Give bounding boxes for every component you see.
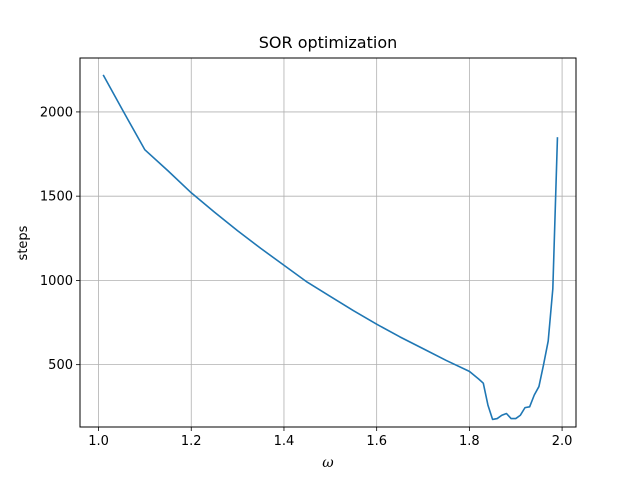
- x-tick-label: 1.2: [181, 434, 202, 449]
- y-tick-label: 1000: [40, 274, 73, 289]
- y-tick-label: 500: [48, 358, 73, 373]
- series-line: [102, 74, 559, 421]
- x-tick-label: 1.4: [274, 434, 295, 449]
- y-axis-ticks: 500 1000 1500 2000: [40, 105, 80, 373]
- x-tick-label: 1.6: [366, 434, 387, 449]
- x-axis-ticks: 1.0 1.2 1.4 1.6 1.8 2.0: [88, 427, 572, 449]
- x-axis-label: ω: [322, 455, 334, 471]
- x-tick-label: 1.0: [88, 434, 109, 449]
- y-axis-label: steps: [16, 225, 31, 260]
- plot-area-frame: [79, 57, 577, 428]
- x-tick-label: 1.8: [459, 434, 480, 449]
- grid: [80, 58, 576, 427]
- y-tick-label: 2000: [40, 105, 73, 120]
- plot-line-group: [102, 74, 559, 421]
- x-tick-label: 2.0: [552, 434, 573, 449]
- chart-title: SOR optimization: [259, 33, 398, 52]
- y-tick-label: 1500: [40, 190, 73, 205]
